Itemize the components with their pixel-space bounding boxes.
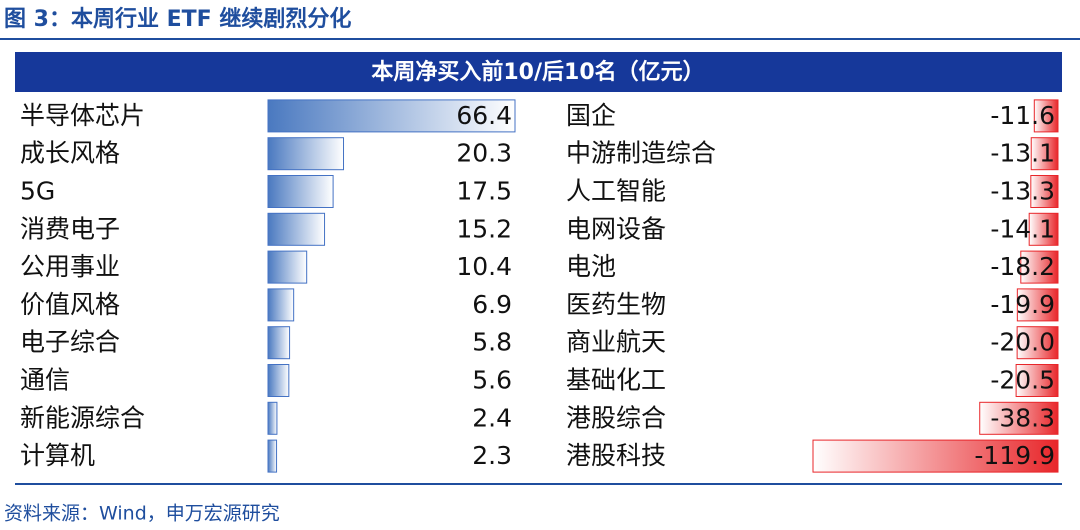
data-bar xyxy=(267,364,290,397)
data-bar xyxy=(812,439,1059,473)
row-name: 新能源综合 xyxy=(20,403,145,432)
data-bar xyxy=(1016,288,1059,322)
data-bar xyxy=(1030,175,1059,208)
data-bar xyxy=(1028,212,1059,246)
row-name: 5G xyxy=(20,177,55,206)
row-value: 17.5 xyxy=(456,177,512,206)
row-value: -18.2 xyxy=(990,252,1055,281)
row-value: 2.3 xyxy=(472,441,512,470)
row-value: -38.3 xyxy=(990,403,1055,432)
data-bar xyxy=(1015,364,1059,397)
data-bar xyxy=(267,401,278,435)
row-name: 电网设备 xyxy=(566,214,666,243)
row-value: 66.4 xyxy=(456,101,512,130)
table-header xyxy=(15,52,1062,92)
row-name: 人工智能 xyxy=(566,177,666,206)
data-bar xyxy=(267,212,326,246)
row-value: -13.3 xyxy=(990,177,1055,206)
data-bar xyxy=(979,401,1059,435)
data-bar xyxy=(267,326,291,360)
row-value: -13.1 xyxy=(990,139,1055,168)
row-value: 10.4 xyxy=(456,252,512,281)
data-bar xyxy=(267,137,345,171)
row-name: 中游制造综合 xyxy=(566,139,716,168)
row-value: 5.8 xyxy=(472,328,512,357)
row-value: 2.4 xyxy=(472,403,512,432)
data-bar xyxy=(267,99,516,133)
data-bar xyxy=(1016,326,1059,360)
data-bar xyxy=(267,175,334,208)
row-value: 5.6 xyxy=(472,366,512,395)
row-name: 公用事业 xyxy=(20,252,120,281)
data-bar xyxy=(1020,250,1059,284)
title: 图 3：本周行业 ETF 继续剧烈分化 xyxy=(4,6,351,32)
row-name: 基础化工 xyxy=(566,366,666,395)
data-bar xyxy=(267,439,278,473)
row-name: 成长风格 xyxy=(20,139,120,168)
row-value: 6.9 xyxy=(472,290,512,319)
row-name: 国企 xyxy=(566,101,616,130)
row-name: 半导体芯片 xyxy=(20,101,145,130)
row-name: 医药生物 xyxy=(566,290,666,319)
row-name: 计算机 xyxy=(20,441,95,470)
row-name: 商业航天 xyxy=(566,328,666,357)
row-name: 电子综合 xyxy=(20,328,120,357)
row-value: -20.5 xyxy=(990,366,1055,395)
row-name: 通信 xyxy=(20,366,70,395)
row-value: 20.3 xyxy=(456,139,512,168)
row-name: 电池 xyxy=(566,252,616,281)
table-caption: 本周净买入前10/后10名（亿元） xyxy=(371,59,704,85)
data-bar xyxy=(267,250,308,284)
row-value: 15.2 xyxy=(456,214,512,243)
row-value: -20.0 xyxy=(990,328,1055,357)
row-name: 消费电子 xyxy=(20,214,120,243)
row-name: 港股综合 xyxy=(566,403,666,432)
row-name: 价值风格 xyxy=(20,290,120,319)
row-value: -19.9 xyxy=(990,290,1055,319)
data-bar xyxy=(1030,137,1059,171)
row-value: -14.1 xyxy=(990,214,1055,243)
data-bar xyxy=(1033,99,1059,133)
source: 资料来源：Wind，申万宏源研究 xyxy=(4,503,280,525)
row-name: 港股科技 xyxy=(566,441,666,470)
row-value: -119.9 xyxy=(974,441,1055,470)
row-value: -11.6 xyxy=(990,101,1055,130)
data-bar xyxy=(267,288,295,322)
